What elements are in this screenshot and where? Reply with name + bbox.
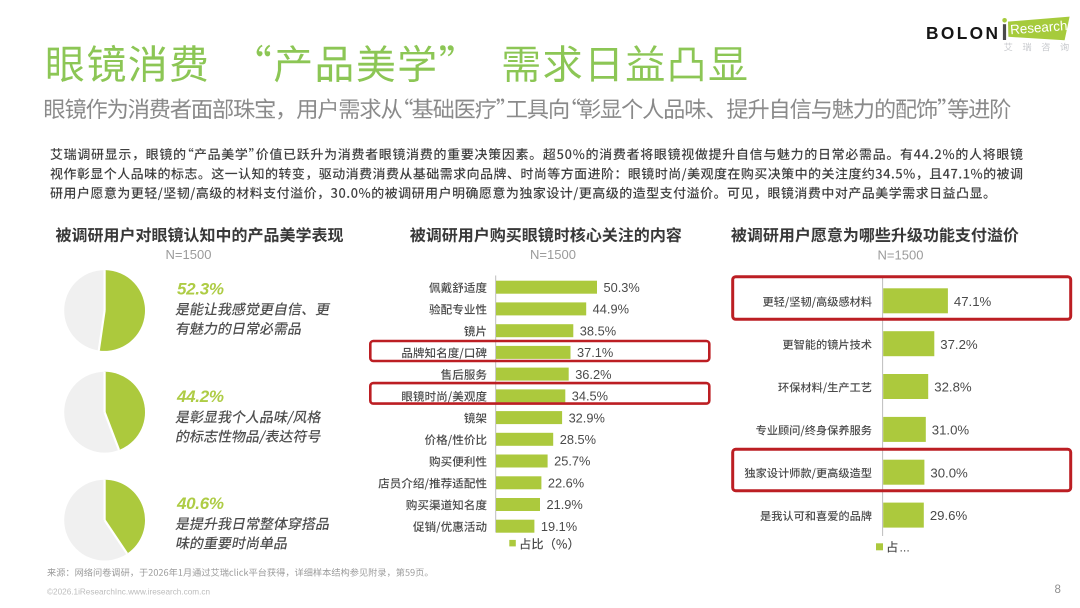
svg-text:37.1%: 37.1% xyxy=(577,345,613,360)
svg-text:36.2%: 36.2% xyxy=(575,367,611,382)
svg-text:50.3%: 50.3% xyxy=(604,280,640,295)
svg-text:52.3%: 52.3% xyxy=(177,279,224,298)
svg-text:N=1500: N=1500 xyxy=(530,247,576,262)
svg-text:25.7%: 25.7% xyxy=(554,454,590,469)
svg-text:44.2%: 44.2% xyxy=(176,387,224,406)
svg-text:BOLON: BOLON xyxy=(926,23,1000,43)
svg-text:22.6%: 22.6% xyxy=(548,475,584,490)
svg-text:N=1500: N=1500 xyxy=(166,247,212,262)
svg-text:...: ... xyxy=(900,541,910,555)
svg-text:44.9%: 44.9% xyxy=(593,302,629,317)
svg-text:29.6%: 29.6% xyxy=(930,508,968,523)
svg-text:37.2%: 37.2% xyxy=(940,337,978,352)
svg-text:32.8%: 32.8% xyxy=(934,380,972,395)
svg-text:19.1%: 19.1% xyxy=(541,519,577,534)
svg-text:N=1500: N=1500 xyxy=(878,248,924,263)
svg-text:8: 8 xyxy=(1055,584,1061,596)
svg-text:40.6%: 40.6% xyxy=(176,494,224,513)
svg-text:32.9%: 32.9% xyxy=(569,410,605,425)
svg-text:©2026.1iResearchInc.www.iresea: ©2026.1iResearchInc.www.iresearch.com.cn xyxy=(47,588,210,597)
svg-text:31.0%: 31.0% xyxy=(932,422,970,437)
svg-text:38.5%: 38.5% xyxy=(580,323,616,338)
svg-text:47.1%: 47.1% xyxy=(954,294,992,309)
svg-text:30.0%: 30.0% xyxy=(930,465,968,480)
svg-text:28.5%: 28.5% xyxy=(560,432,596,447)
svg-text:21.9%: 21.9% xyxy=(546,497,582,512)
svg-text:Research: Research xyxy=(1010,18,1068,37)
svg-text:34.5%: 34.5% xyxy=(572,389,608,404)
